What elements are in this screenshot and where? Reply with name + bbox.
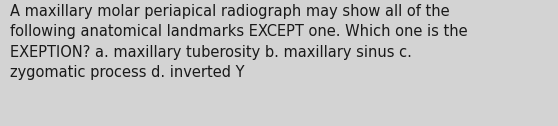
- Text: A maxillary molar periapical radiograph may show all of the
following anatomical: A maxillary molar periapical radiograph …: [10, 4, 468, 80]
